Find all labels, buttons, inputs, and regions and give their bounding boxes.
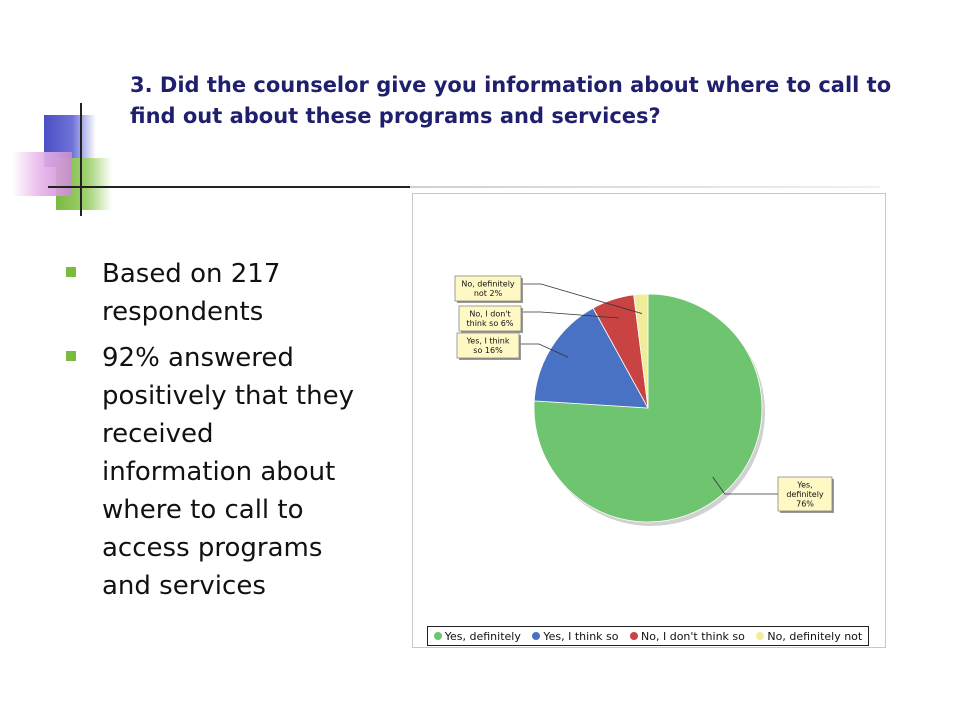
legend-swatch-icon bbox=[433, 632, 442, 640]
data-label-text: Yes, bbox=[796, 480, 812, 489]
legend-swatch-icon bbox=[532, 632, 541, 640]
leader-line bbox=[712, 476, 778, 495]
data-label-box bbox=[458, 305, 522, 332]
data-label-box bbox=[456, 332, 520, 359]
decorative-vertical-line bbox=[80, 103, 82, 216]
legend-label: No, I don't think so bbox=[641, 629, 745, 643]
data-label-text: definitely bbox=[786, 490, 824, 499]
data-label-box bbox=[777, 476, 833, 512]
data-label-text: 76% bbox=[796, 499, 814, 508]
leader-line bbox=[521, 283, 643, 314]
bullet-text: Based on 217 respondents bbox=[102, 259, 281, 327]
data-label-text: No, definitely bbox=[461, 280, 515, 289]
title-divider-line-faded bbox=[410, 186, 880, 188]
legend-swatch-icon bbox=[630, 632, 639, 640]
title-divider-line bbox=[48, 186, 410, 188]
bullet-text: 92% answered positively that they receiv… bbox=[102, 343, 354, 601]
bullet-item: 92% answered positively that they receiv… bbox=[66, 339, 366, 605]
bullet-list: Based on 217 respondents 92% answered po… bbox=[66, 255, 366, 613]
pie-slice-no-definitely-not bbox=[633, 293, 649, 409]
data-label-text: Yes, I think bbox=[465, 337, 509, 346]
bullet-square-icon bbox=[66, 267, 76, 277]
legend-item: Yes, I think so bbox=[532, 629, 619, 643]
bullet-square-icon bbox=[66, 351, 76, 361]
legend-label: Yes, definitely bbox=[444, 629, 521, 643]
pie-slice-yes-definitely bbox=[533, 293, 763, 523]
pie-chart-frame: Yes, definitely 76% Yes, I think so 16% No, I… bbox=[412, 193, 886, 648]
slide-title: 3. Did the counselor give you informatio… bbox=[130, 73, 892, 128]
leader-line bbox=[521, 311, 619, 319]
legend-item: No, I don't think so bbox=[630, 630, 745, 643]
data-label-text: so 16% bbox=[473, 346, 503, 355]
data-label-text: think so 6% bbox=[467, 319, 514, 328]
leader-line bbox=[519, 343, 569, 358]
data-label-text: not 2% bbox=[474, 289, 503, 298]
legend-item: No, definitely not bbox=[756, 630, 862, 643]
decorative-square-pink bbox=[12, 152, 72, 196]
legend-label: No, definitely not bbox=[767, 629, 863, 643]
pie-slice-yes-i-think-so bbox=[533, 307, 649, 409]
data-label-box bbox=[454, 275, 522, 302]
legend-item: Yes, definitely bbox=[433, 629, 521, 643]
data-label-text: No, I don't bbox=[469, 310, 510, 319]
legend-swatch-icon bbox=[756, 632, 765, 640]
legend-label: Yes, I think so bbox=[543, 629, 619, 643]
bullet-item: Based on 217 respondents bbox=[66, 255, 366, 331]
chart-legend: Yes, definitely Yes, I think so No, I don'… bbox=[427, 626, 869, 646]
